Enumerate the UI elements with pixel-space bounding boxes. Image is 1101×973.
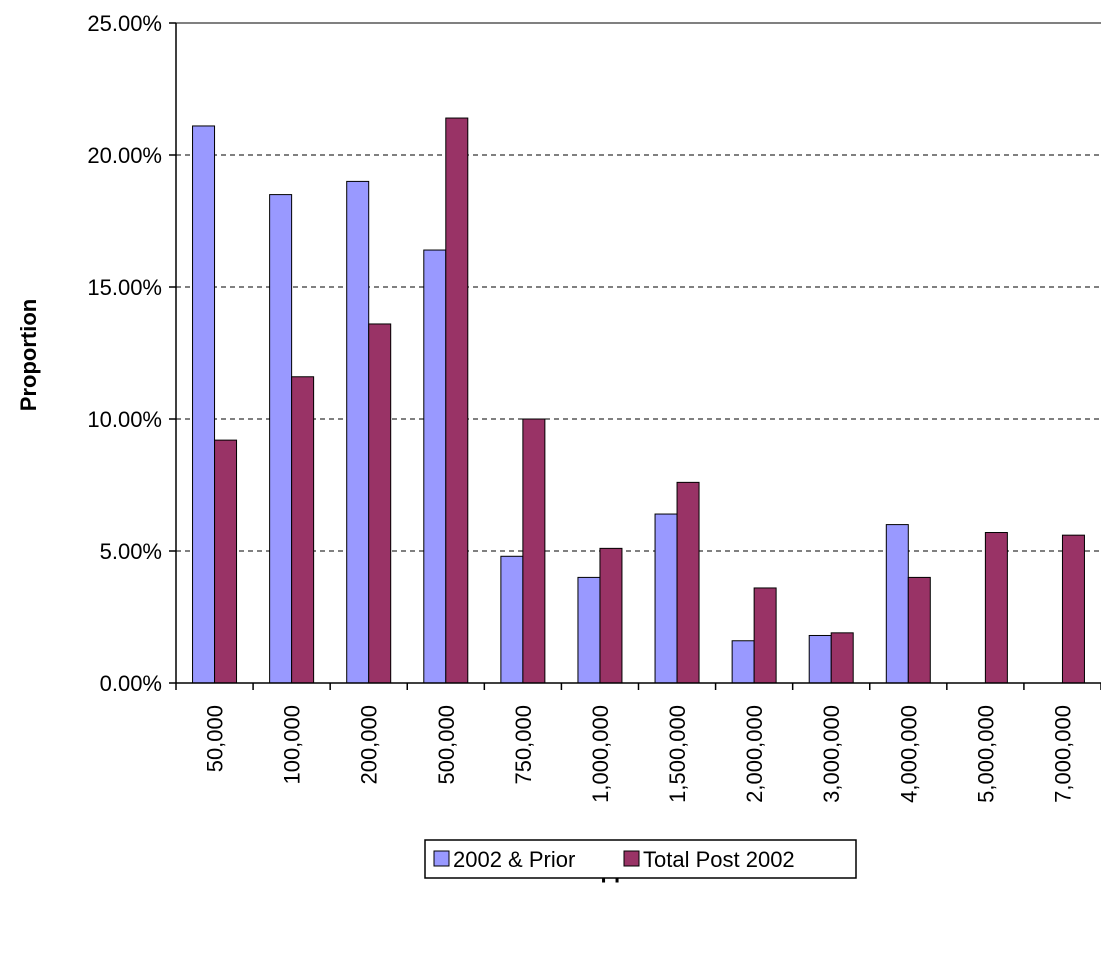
x-tick-label: 50,000 bbox=[203, 705, 228, 772]
bar-post-11 bbox=[1061, 534, 1085, 684]
bar-post-8 bbox=[830, 632, 854, 684]
bar-prior-7 bbox=[731, 640, 755, 684]
x-tick-label: 750,000 bbox=[511, 705, 536, 785]
legend-label-2002-prior: 2002 & Prior bbox=[453, 847, 575, 872]
grid-lines bbox=[176, 22, 1101, 552]
bar-post-7 bbox=[753, 587, 777, 684]
legend-swatch-total-post-2002 bbox=[623, 850, 640, 867]
bar-prior-9 bbox=[885, 524, 909, 684]
x-tick-label: 3,000,000 bbox=[819, 705, 844, 803]
y-tick-label: 15.00% bbox=[87, 275, 162, 300]
x-tick-label: 1,500,000 bbox=[665, 705, 690, 803]
bar-post-3 bbox=[445, 117, 469, 684]
bar-prior-8 bbox=[808, 634, 832, 684]
y-tick-label: 25.00% bbox=[87, 11, 162, 36]
x-tick-label: 100,000 bbox=[280, 705, 305, 785]
x-tick-label: 2,000,000 bbox=[742, 705, 767, 803]
bar-post-0 bbox=[214, 439, 238, 684]
legend-box bbox=[424, 839, 857, 879]
bar-post-2 bbox=[368, 323, 392, 684]
y-tick-label: 10.00% bbox=[87, 407, 162, 432]
y-tick-label: 5.00% bbox=[100, 539, 162, 564]
x-tick-labels: 50,000 100,000 200,000 500,000 750,000 1,000,… bbox=[203, 705, 1076, 803]
x-tick-label: 500,000 bbox=[434, 705, 459, 785]
bar-post-1 bbox=[291, 376, 315, 684]
bar-post-6 bbox=[676, 481, 700, 684]
bar-post-5 bbox=[599, 547, 623, 684]
bar-prior-5 bbox=[577, 576, 601, 684]
bar-prior-4 bbox=[500, 555, 524, 684]
axes bbox=[169, 22, 1101, 690]
y-axis-title: Proportion bbox=[16, 299, 41, 411]
legend-label-total-post-2002: Total Post 2002 bbox=[643, 847, 795, 872]
bar-prior-6 bbox=[654, 513, 678, 684]
bar-post-10 bbox=[984, 532, 1008, 684]
y-tick-labels: 0.00% 5.00% 10.00% 15.00% 20.00% 25.00% bbox=[87, 11, 162, 696]
legend-swatch-2002-prior bbox=[433, 850, 450, 867]
bar-prior-2 bbox=[346, 180, 370, 684]
bar-post-4 bbox=[522, 418, 546, 684]
x-tick-label: 5,000,000 bbox=[973, 705, 998, 803]
x-tick-label: 200,000 bbox=[357, 705, 382, 785]
y-tick-label: 20.00% bbox=[87, 143, 162, 168]
x-tick-label: 4,000,000 bbox=[896, 705, 921, 803]
bars bbox=[192, 117, 1085, 684]
y-tick-label: 0.00% bbox=[100, 671, 162, 696]
bar-prior-0 bbox=[192, 125, 216, 684]
x-tick-label: 1,000,000 bbox=[588, 705, 613, 803]
bar-prior-3 bbox=[423, 249, 447, 684]
legend: 2002 & Prior Total Post 2002 bbox=[424, 839, 857, 879]
x-tick-label: 7,000,000 bbox=[1050, 705, 1075, 803]
bar-post-9 bbox=[907, 576, 931, 684]
bar-prior-1 bbox=[269, 194, 293, 684]
